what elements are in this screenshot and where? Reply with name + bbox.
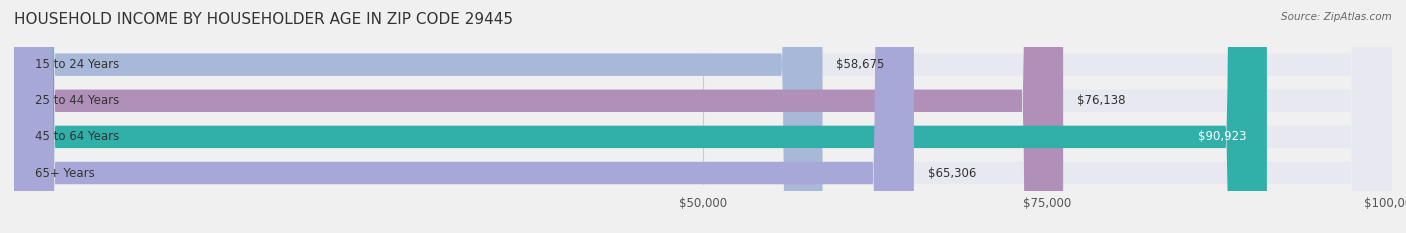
Text: $76,138: $76,138: [1077, 94, 1125, 107]
FancyBboxPatch shape: [14, 0, 1063, 233]
Text: 15 to 24 Years: 15 to 24 Years: [35, 58, 120, 71]
Text: 65+ Years: 65+ Years: [35, 167, 94, 179]
Text: $58,675: $58,675: [837, 58, 884, 71]
Text: Source: ZipAtlas.com: Source: ZipAtlas.com: [1281, 12, 1392, 22]
FancyBboxPatch shape: [14, 0, 914, 233]
Text: 45 to 64 Years: 45 to 64 Years: [35, 130, 120, 143]
Text: HOUSEHOLD INCOME BY HOUSEHOLDER AGE IN ZIP CODE 29445: HOUSEHOLD INCOME BY HOUSEHOLDER AGE IN Z…: [14, 12, 513, 27]
Text: $65,306: $65,306: [928, 167, 976, 179]
FancyBboxPatch shape: [14, 0, 823, 233]
FancyBboxPatch shape: [14, 0, 1267, 233]
Text: 25 to 44 Years: 25 to 44 Years: [35, 94, 120, 107]
FancyBboxPatch shape: [14, 0, 1392, 233]
FancyBboxPatch shape: [14, 0, 1392, 233]
FancyBboxPatch shape: [14, 0, 1392, 233]
FancyBboxPatch shape: [14, 0, 1392, 233]
Text: $90,923: $90,923: [1198, 130, 1246, 143]
